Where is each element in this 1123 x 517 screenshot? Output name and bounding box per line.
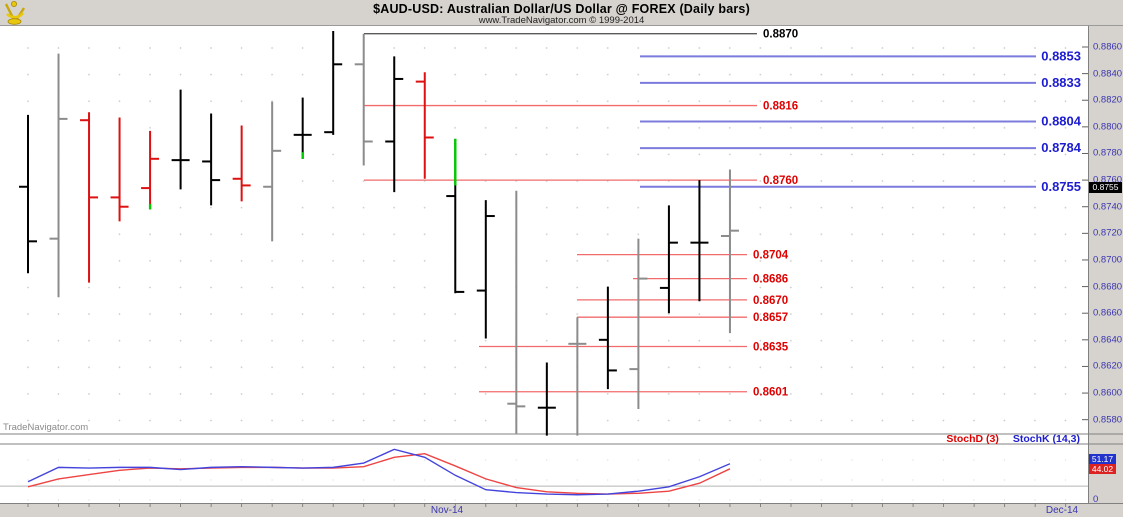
- indicator-legend: StochD (3) StochK (14,3): [946, 432, 1080, 445]
- price-tick-0.8840: 0.8840: [1093, 68, 1123, 80]
- price-tick-0.8760: 0.8760: [1093, 174, 1123, 186]
- price-tick-0.8600: 0.8600: [1093, 387, 1123, 399]
- indicator-header-strip: [0, 435, 1088, 444]
- price-tick-0.8860: 0.8860: [1093, 41, 1123, 53]
- price-tick-0.8640: 0.8640: [1093, 334, 1123, 346]
- price-tick-0.8700: 0.8700: [1093, 254, 1123, 266]
- price-tick-0.8680: 0.8680: [1093, 281, 1123, 293]
- date-label-Dec-14: Dec-14: [1045, 505, 1079, 516]
- stochk-value-badge: 51.17: [1089, 454, 1116, 464]
- stochd-value-badge: 44.02: [1089, 464, 1116, 474]
- price-tick-0.8820: 0.8820: [1093, 94, 1123, 106]
- price-tick-0.8660: 0.8660: [1093, 307, 1123, 319]
- price-tick-0.8580: 0.8580: [1093, 414, 1123, 426]
- price-tick-0.8740: 0.8740: [1093, 201, 1123, 213]
- tradenavigator-logo-icon: [4, 1, 26, 25]
- date-axis[interactable]: Nov-14 Dec-14: [0, 504, 1123, 517]
- title-bar: $AUD-USD: Australian Dollar/US Dollar @ …: [0, 0, 1123, 26]
- stochastic-pane[interactable]: [0, 444, 1088, 503]
- price-tick-0.8620: 0.8620: [1093, 360, 1123, 372]
- date-label-Nov-14: Nov-14: [430, 505, 464, 516]
- stochd-legend-label[interactable]: StochD (3): [946, 432, 999, 445]
- price-tick-0.8720: 0.8720: [1093, 227, 1123, 239]
- chart-subtitle: www.TradeNavigator.com © 1999-2014: [478, 15, 645, 26]
- stoch-zero-label: 0: [1093, 494, 1099, 505]
- price-tick-0.8800: 0.8800: [1093, 121, 1123, 133]
- price-tick-0.8780: 0.8780: [1093, 147, 1123, 159]
- price-axis[interactable]: 0.8860 0.8840 0.8820 0.8800 0.8780 0.8760 0.87…: [1089, 26, 1123, 503]
- stochk-legend-label[interactable]: StochK (14,3): [1012, 432, 1080, 445]
- price-pane[interactable]: [0, 26, 1088, 434]
- watermark: TradeNavigator.com: [3, 422, 89, 433]
- chart-title: $AUD-USD: Australian Dollar/US Dollar @ …: [373, 2, 750, 16]
- last-price-badge: 0.8755: [1089, 182, 1122, 193]
